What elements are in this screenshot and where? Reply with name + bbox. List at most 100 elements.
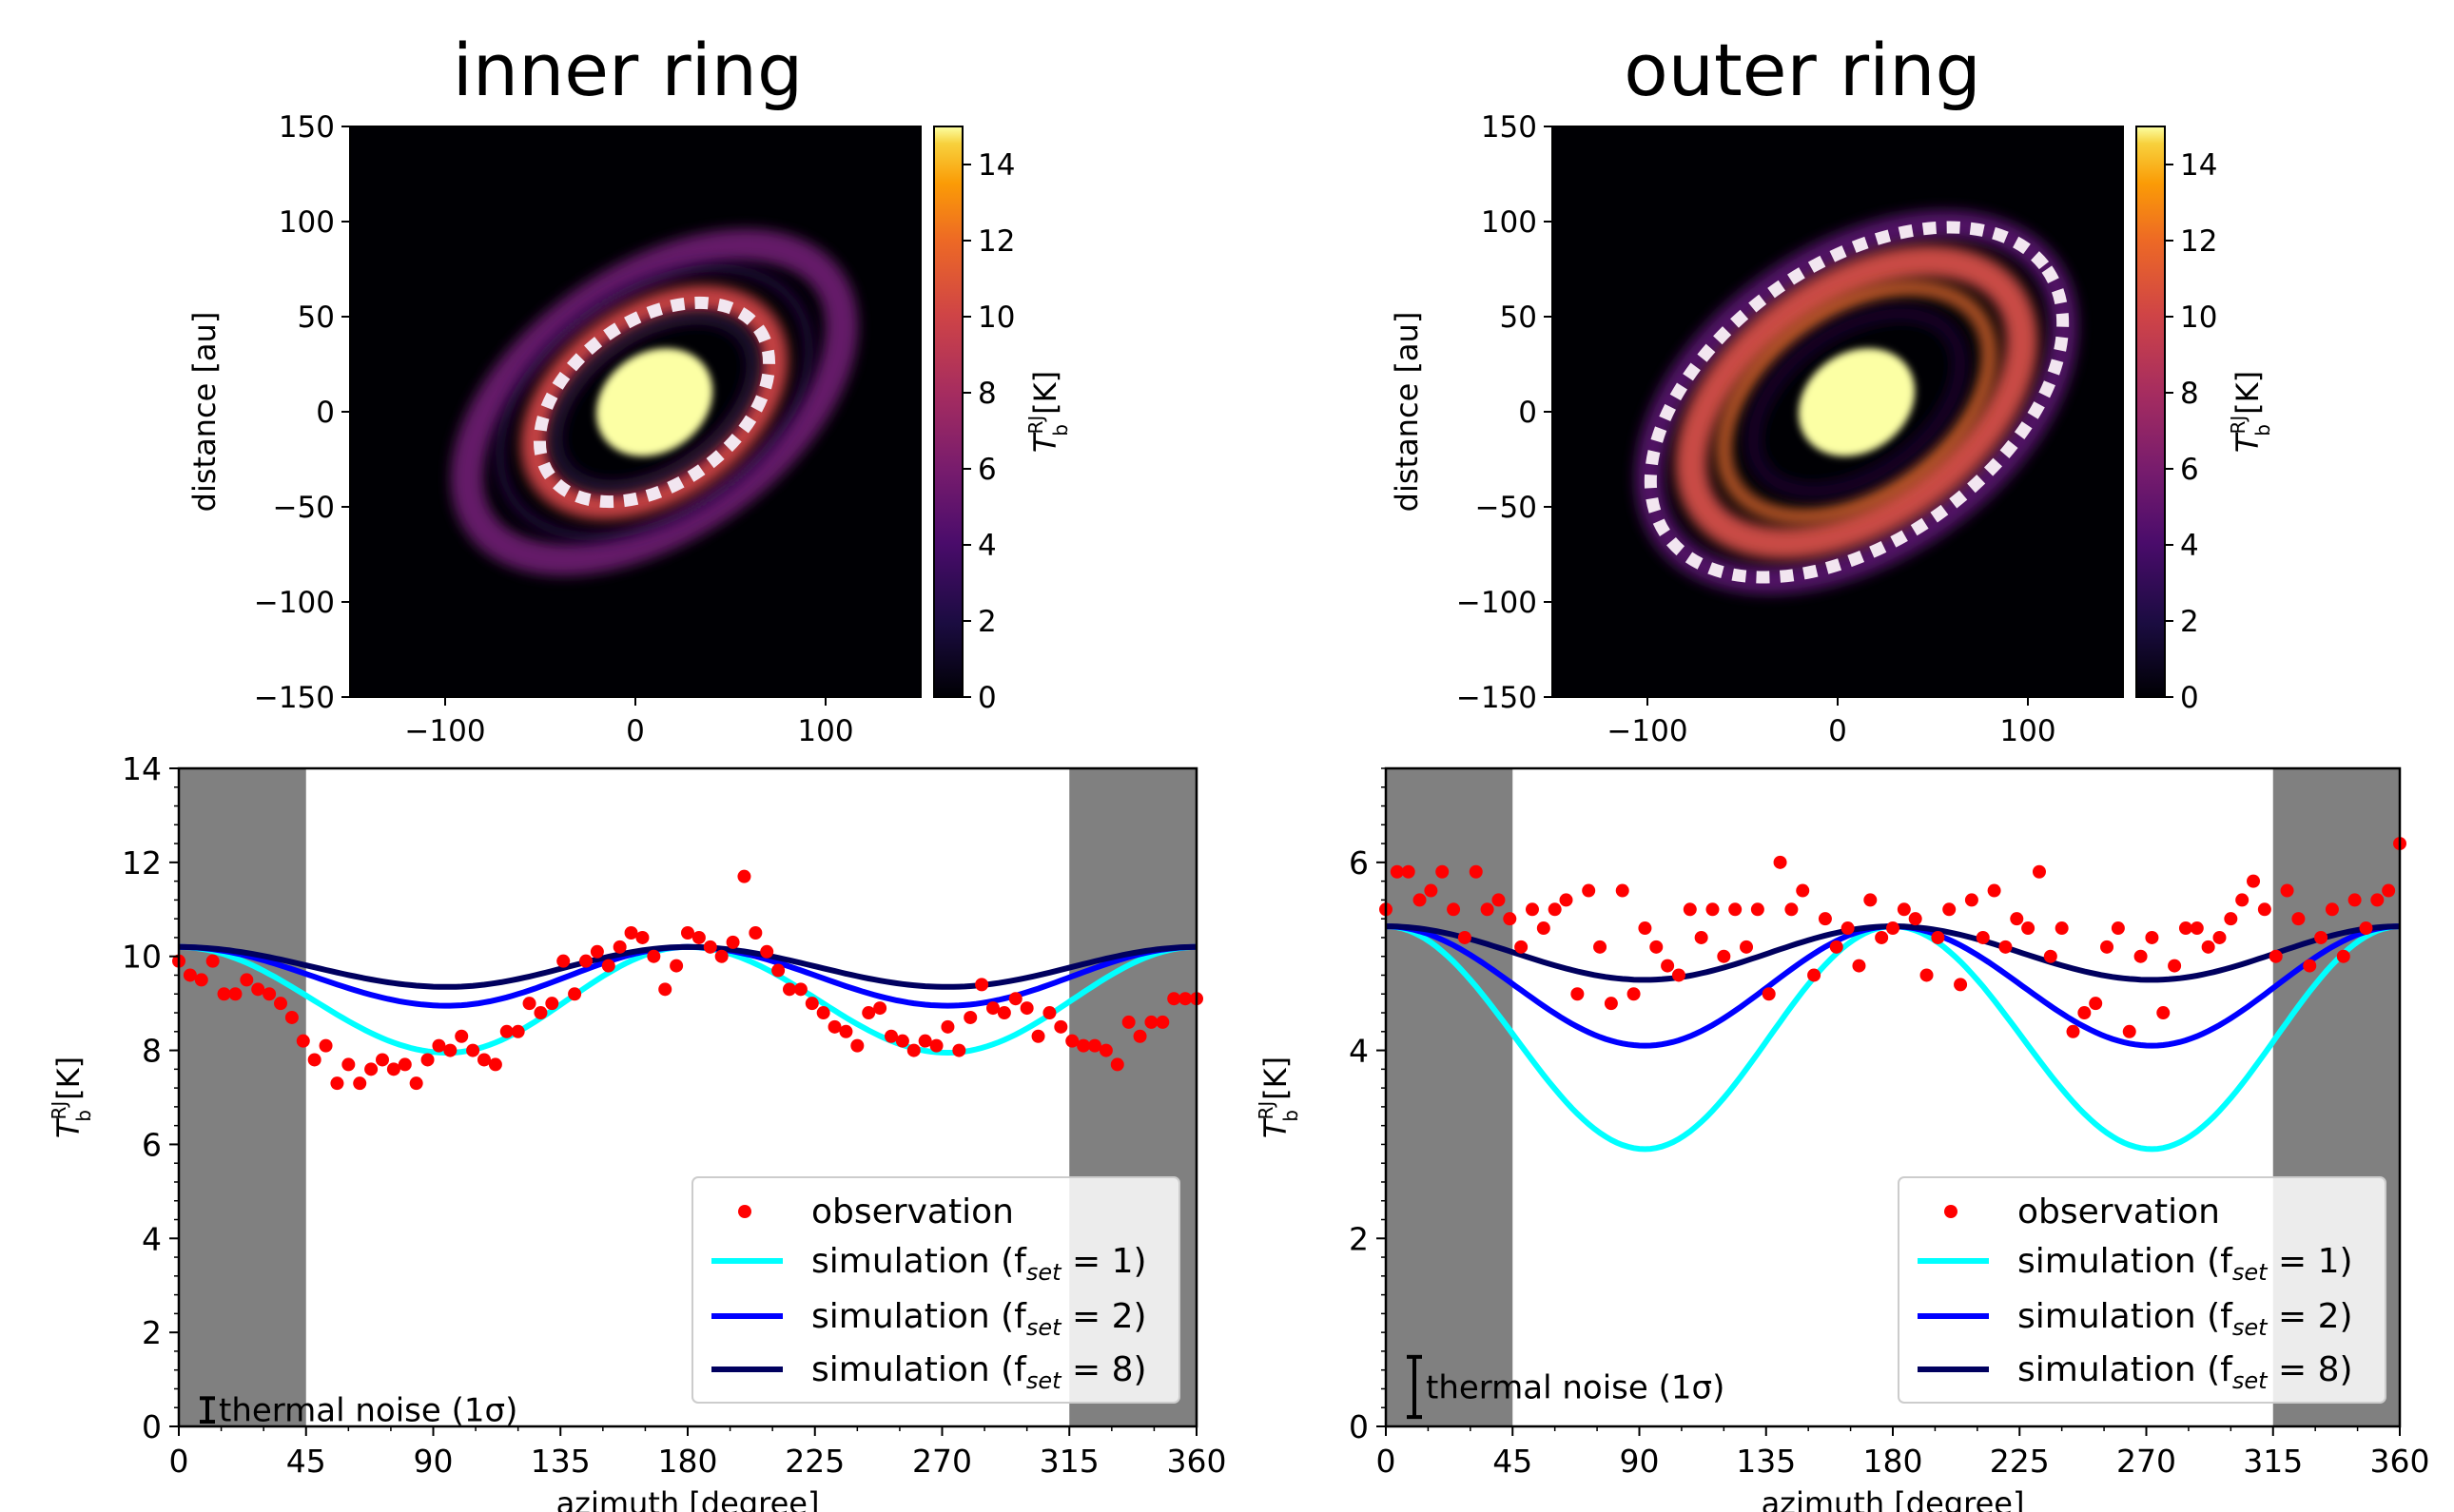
observation-point xyxy=(1740,940,1754,954)
observation-point xyxy=(1412,893,1427,907)
observation-point xyxy=(862,1006,876,1020)
observation-point xyxy=(647,949,661,963)
colorbar-tick-label: 8 xyxy=(2180,377,2199,411)
y-tick-label: 8 xyxy=(142,1033,162,1070)
observation-point xyxy=(1469,864,1483,879)
tb-axis-label: TRJ b [K] xyxy=(2227,371,2274,453)
observation-point xyxy=(1919,968,1934,982)
observation-point xyxy=(511,1024,525,1038)
observation-point xyxy=(670,959,684,973)
observation-point xyxy=(1099,1043,1113,1057)
outer-ring-title: outer ring xyxy=(1624,28,1980,112)
observation-point xyxy=(1886,921,1899,936)
colorbar-tick-label: 6 xyxy=(978,453,997,487)
observation-point xyxy=(1401,864,1415,879)
observation-point xyxy=(1818,912,1832,926)
colorbar-tick-label: 10 xyxy=(2180,300,2217,335)
y-tick-label: 2 xyxy=(1349,1220,1369,1257)
observation-point xyxy=(296,1034,310,1048)
observation-point xyxy=(997,1006,1011,1020)
outer-ring-profile: 0 45 90 135 180 225 270 315 360 0 2 4 6 azimuth [degr… xyxy=(1255,766,2430,1512)
observation-point xyxy=(1110,1057,1124,1072)
thermal-noise-label: thermal noise (1σ) xyxy=(219,1392,517,1430)
observation-point xyxy=(895,1034,909,1048)
x-axis-label: azimuth [degree] xyxy=(556,1485,820,1512)
observation-point xyxy=(590,944,604,959)
y-tick-label: 150 xyxy=(279,110,335,145)
observation-point xyxy=(850,1038,865,1053)
observation-point xyxy=(2077,1006,2092,1020)
y-tick-label: 10 xyxy=(122,939,162,976)
legend-label-simulation-2: simulation (fset = 2) xyxy=(811,1297,1147,1341)
x-tick-label: 315 xyxy=(2243,1443,2303,1480)
legend-marker-observation xyxy=(1944,1205,1957,1218)
observation-point xyxy=(681,926,694,940)
observation-point xyxy=(2212,930,2227,944)
observation-point xyxy=(2269,949,2283,963)
observation-point xyxy=(2382,883,2396,898)
observation-point xyxy=(545,997,559,1011)
y-tick-label: 0 xyxy=(1518,396,1537,430)
y-tick-label: 0 xyxy=(1349,1408,1369,1445)
x-tick-label: 45 xyxy=(286,1443,326,1480)
observation-point xyxy=(398,1057,412,1072)
observation-point xyxy=(703,940,717,954)
legend-label-simulation-3: simulation (fset = 8) xyxy=(811,1350,1147,1394)
x-tick-label: 360 xyxy=(1167,1443,1227,1480)
observation-point xyxy=(1875,930,1889,944)
observation-point xyxy=(1998,940,2013,954)
observation-point xyxy=(1121,1015,1136,1029)
observation-point xyxy=(251,982,265,997)
observation-point xyxy=(341,1057,356,1072)
observation-point xyxy=(2314,930,2328,944)
disk-ring xyxy=(1675,244,2038,560)
observation-point xyxy=(1705,902,1720,917)
y-tick-label: 100 xyxy=(279,205,335,240)
observation-point xyxy=(1536,921,1550,936)
observation-point xyxy=(1178,992,1193,1006)
observation-point xyxy=(330,1076,344,1091)
observation-point xyxy=(760,944,774,959)
observation-point xyxy=(1840,921,1855,936)
observation-point xyxy=(1514,940,1529,954)
observation-point xyxy=(376,1053,389,1067)
x-tick-label: 180 xyxy=(658,1443,718,1480)
y-tick-label: 50 xyxy=(1500,300,1537,335)
colorbar-tick-label: 12 xyxy=(978,224,1015,259)
observation-point xyxy=(805,997,819,1011)
legend-box xyxy=(1898,1176,2386,1404)
inner-ring-title: inner ring xyxy=(453,28,803,112)
observation-point xyxy=(1661,959,1675,973)
observation-point xyxy=(1964,893,1978,907)
observation-point xyxy=(228,987,243,1001)
observation-point xyxy=(274,997,287,1011)
observation-point xyxy=(658,982,672,997)
y-tick-label: −150 xyxy=(254,681,335,715)
observation-point xyxy=(906,1043,921,1057)
observation-point xyxy=(1649,940,1664,954)
simulation-line-3 xyxy=(178,943,1198,990)
legend-label-observation: observation xyxy=(2017,1192,2220,1231)
observation-point xyxy=(205,954,220,968)
observation-point xyxy=(941,1019,955,1034)
disk-emission xyxy=(451,228,858,576)
observation-point xyxy=(1582,883,1596,898)
observation-point xyxy=(1717,949,1731,963)
observation-point xyxy=(263,987,277,1001)
tb-axis-label: TRJ b [K] xyxy=(48,1056,95,1138)
x-tick-label: 0 xyxy=(1376,1443,1396,1480)
observation-point xyxy=(737,869,751,883)
x-tick-label: 135 xyxy=(1736,1443,1796,1480)
observation-point xyxy=(635,930,650,944)
y-tick-label: 100 xyxy=(1481,205,1537,240)
observation-point xyxy=(2122,1024,2136,1038)
observation-point xyxy=(2032,864,2046,879)
y-tick-label: 12 xyxy=(122,844,162,882)
tb-axis-label: TRJ b [K] xyxy=(1255,1056,1302,1138)
legend: observation simulation (fset = 1) simulati… xyxy=(1898,1176,2386,1404)
observation-point xyxy=(2089,997,2103,1011)
observation-point xyxy=(1031,1029,1045,1043)
colorbar-tick-label: 4 xyxy=(2180,529,2199,563)
